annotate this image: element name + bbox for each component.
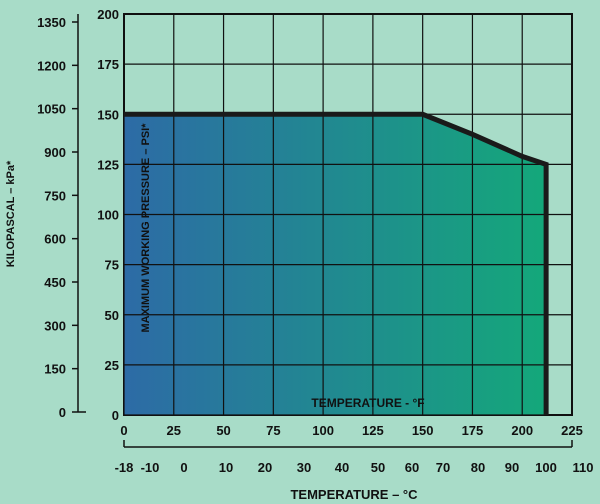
fahrenheit-tick-label: 225: [561, 423, 583, 438]
kpa-tick-label: 450: [44, 275, 66, 290]
psi-tick-label: 75: [105, 258, 119, 273]
kpa-tick-label: 150: [44, 362, 66, 377]
kpa-tick-label: 900: [44, 145, 66, 160]
fahrenheit-axis: 0 25 50 75 100 125 150 175 200 225: [120, 423, 582, 438]
celsius-tick-label: 30: [297, 460, 311, 475]
psi-tick-label: 25: [105, 358, 119, 373]
psi-tick-label: 200: [97, 7, 119, 22]
psi-tick-label: 0: [112, 408, 119, 423]
celsius-tick-label: 50: [371, 460, 385, 475]
kpa-axis: 0 150 300 450 600 750 900 1050 1200 1350: [37, 14, 86, 420]
kpa-tick-label: 1350: [37, 15, 66, 30]
kpa-tick-label: 1200: [37, 58, 66, 73]
psi-tick-label: 50: [105, 308, 119, 323]
fahrenheit-tick-label: 150: [412, 423, 434, 438]
psi-tick-label: 100: [97, 208, 119, 223]
fahrenheit-tick-label: 75: [266, 423, 280, 438]
kpa-tick-label: 1050: [37, 102, 66, 117]
celsius-tick-label: 20: [258, 460, 272, 475]
celsius-tick-label: 10: [219, 460, 233, 475]
fahrenheit-tick-label: 100: [312, 423, 334, 438]
fahrenheit-tick-label: 0: [120, 423, 127, 438]
pressure-limit-line: [124, 111, 549, 415]
kpa-tick-label: 600: [44, 232, 66, 247]
fahrenheit-tick-label: 125: [362, 423, 384, 438]
celsius-tick-label: 90: [505, 460, 519, 475]
psi-axis: 0 25 50 75 100 125 150 175 200: [97, 7, 119, 423]
fahrenheit-tick-label: 175: [462, 423, 484, 438]
celsius-tick-label: 100: [535, 460, 557, 475]
fahrenheit-axis-label: TEMPERATURE - °F: [311, 396, 424, 410]
kpa-tick-label: 300: [44, 318, 66, 333]
kpa-tick-label: 0: [59, 405, 66, 420]
fahrenheit-tick-label: 200: [511, 423, 533, 438]
psi-tick-label: 125: [97, 157, 119, 172]
celsius-axis: -18 -10 0 10 20 30 40 50 60 70 80 90 100 110: [115, 440, 594, 475]
psi-tick-label: 150: [97, 107, 119, 122]
kpa-axis-label: KILOPASCAL – kPa*: [5, 160, 17, 267]
celsius-tick-label: 0: [180, 460, 187, 475]
psi-tick-label: 175: [97, 57, 119, 72]
celsius-tick-label: 80: [471, 460, 485, 475]
fahrenheit-tick-label: 25: [167, 423, 181, 438]
celsius-tick-label: -10: [141, 460, 160, 475]
celsius-tick-label: 110: [573, 460, 594, 475]
celsius-tick-label: 70: [436, 460, 450, 475]
fahrenheit-tick-label: 50: [216, 423, 230, 438]
grid-lines: [123, 13, 573, 416]
psi-axis-label: MAXIMUM WORKING PRESSURE – PSI*: [140, 123, 152, 333]
celsius-tick-label: 60: [405, 460, 419, 475]
celsius-tick-label: -18: [115, 460, 134, 475]
celsius-tick-label: 40: [335, 460, 349, 475]
celsius-axis-label: TEMPERATURE – °C: [290, 487, 418, 502]
kpa-tick-label: 750: [44, 188, 66, 203]
